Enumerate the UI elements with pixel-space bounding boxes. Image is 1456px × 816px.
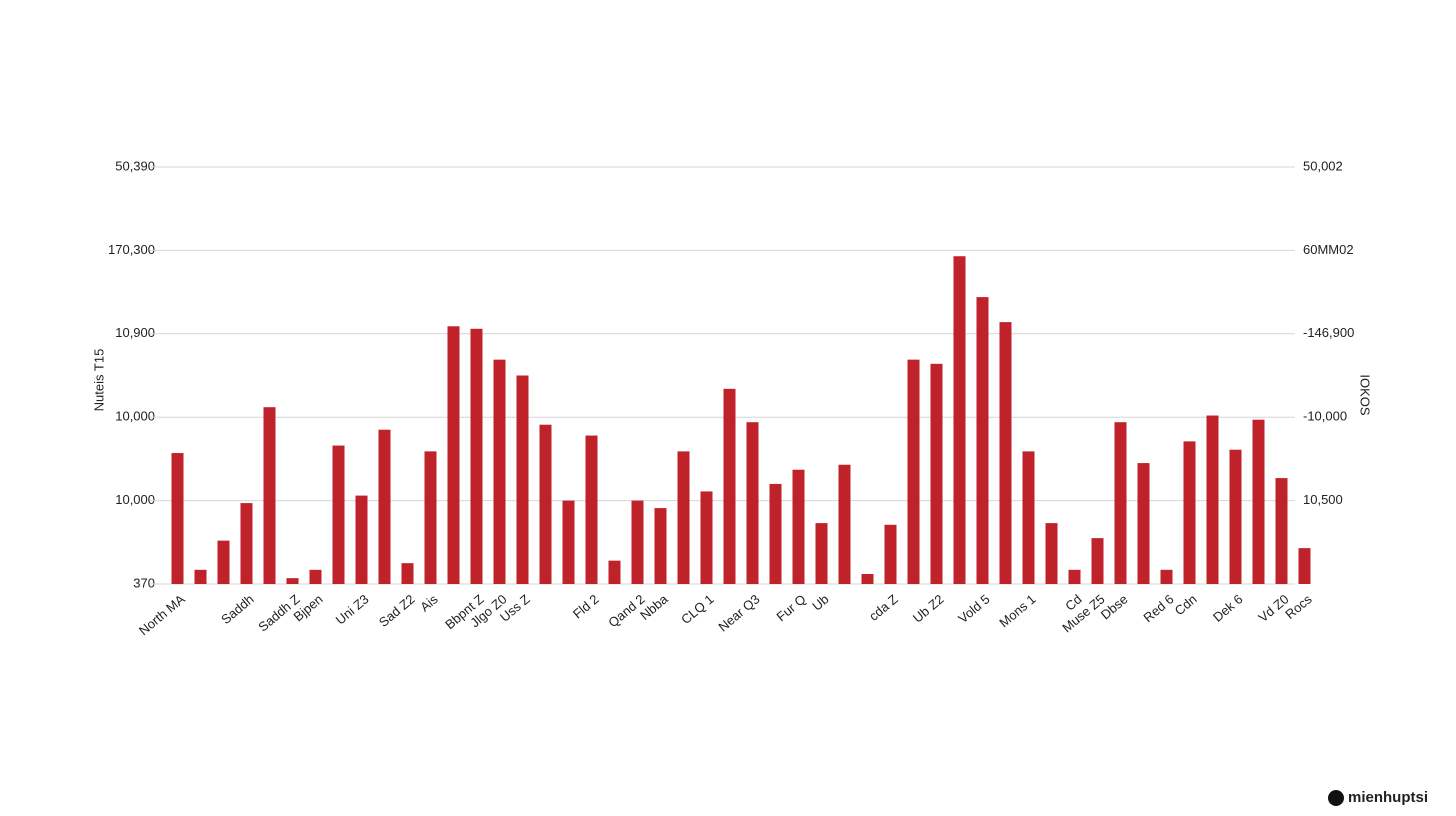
bar <box>1229 449 1242 584</box>
bar <box>424 451 437 584</box>
bar <box>447 326 460 584</box>
bar <box>792 469 805 584</box>
bar <box>838 464 851 584</box>
y-tick-label: 10,000 <box>115 409 155 424</box>
bar <box>815 523 828 584</box>
y2-tick-label: 10,500 <box>1303 492 1343 507</box>
watermark-icon <box>1328 790 1344 806</box>
bar <box>654 508 667 584</box>
y2-tick-label: -10,000 <box>1303 409 1347 424</box>
bar <box>263 407 276 584</box>
bar <box>1206 415 1219 584</box>
y-axis-label: Nuteis T15 <box>91 349 106 412</box>
bar <box>332 445 345 584</box>
bar <box>171 453 184 584</box>
bar <box>700 491 713 584</box>
bar <box>746 422 759 584</box>
y-tick-label: 50,390 <box>115 158 155 173</box>
bar <box>309 569 322 584</box>
bar <box>1252 419 1265 584</box>
y2-tick-label: -146,900 <box>1303 325 1354 340</box>
bar <box>401 563 414 584</box>
bar <box>1137 463 1150 584</box>
bar <box>286 578 299 584</box>
bar <box>355 495 368 584</box>
bar <box>493 359 506 584</box>
y-tick-label: 370 <box>133 575 155 590</box>
bar <box>562 500 575 584</box>
y-tick-label: 170,300 <box>108 242 155 257</box>
bar <box>1091 538 1104 584</box>
bar <box>194 569 207 584</box>
bar <box>1022 451 1035 584</box>
bar <box>677 451 690 584</box>
bar <box>1298 548 1311 584</box>
y-tick-label: 10,900 <box>115 325 155 340</box>
bar <box>217 540 230 584</box>
bar <box>1045 523 1058 584</box>
bar <box>976 297 989 584</box>
bar <box>1183 441 1196 584</box>
y2-axis-label: IOKOS <box>1358 374 1373 416</box>
bar <box>378 429 391 584</box>
bar <box>470 328 483 584</box>
bar <box>1160 569 1173 584</box>
bar <box>585 435 598 584</box>
bar <box>999 322 1012 584</box>
watermark: mienhuptsi <box>1348 789 1428 806</box>
bar <box>930 363 943 584</box>
bar <box>723 388 736 584</box>
bar <box>953 256 966 584</box>
bar <box>884 524 897 584</box>
bar <box>240 503 253 584</box>
bar <box>1068 569 1081 584</box>
bar <box>769 483 782 584</box>
bar <box>907 359 920 584</box>
y2-tick-label: 60MM02 <box>1303 242 1354 257</box>
bar <box>1114 422 1127 584</box>
bar <box>608 560 621 584</box>
y2-tick-label: 50,002 <box>1303 158 1343 173</box>
bar <box>539 424 552 584</box>
y-tick-label: 10,000 <box>115 492 155 507</box>
bar <box>631 500 644 584</box>
bar <box>861 573 874 584</box>
bar <box>1275 478 1288 584</box>
bar <box>516 375 529 584</box>
